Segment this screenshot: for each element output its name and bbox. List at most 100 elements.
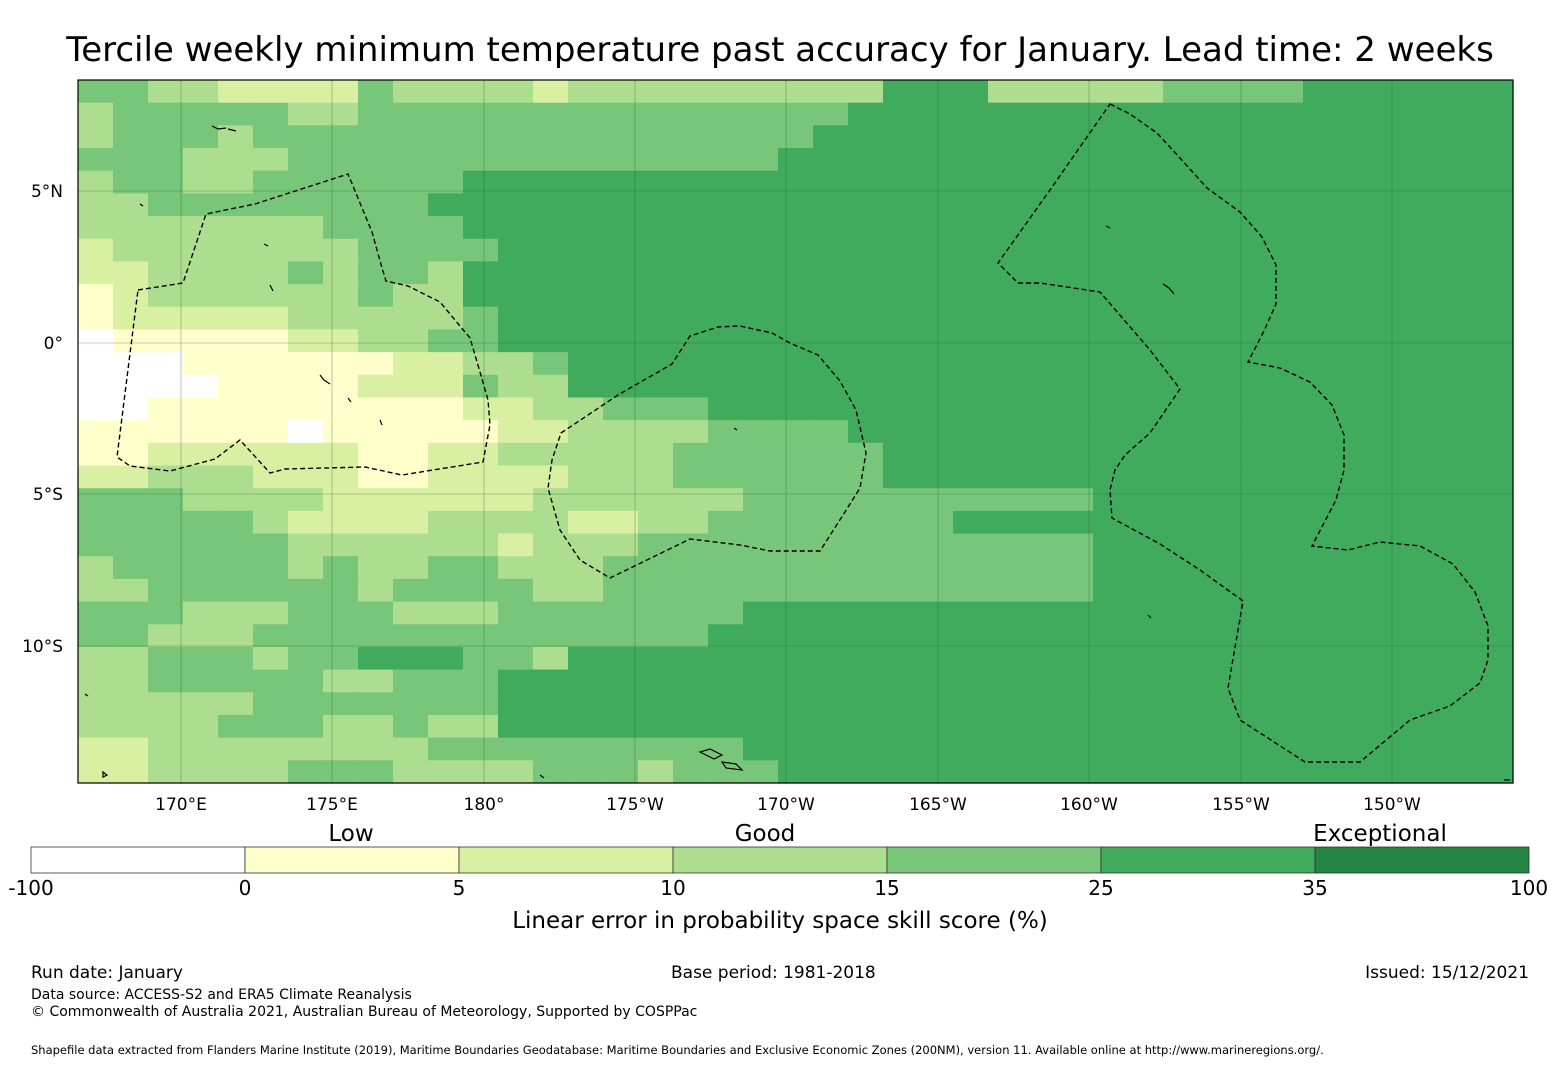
skill-cell (1198, 102, 1234, 126)
skill-cell (428, 170, 464, 194)
skill-cell (253, 170, 289, 194)
skill-cell (463, 170, 499, 194)
skill-cell (1023, 170, 1059, 194)
skill-cell (1128, 465, 1164, 489)
skill-cell (218, 601, 254, 625)
skill-cell (1163, 80, 1199, 104)
skill-cell (218, 442, 254, 467)
skill-cell (883, 329, 919, 353)
skill-cell (1198, 556, 1234, 580)
skill-cell (463, 533, 499, 557)
skill-cell (1443, 216, 1479, 240)
skill-cell (148, 556, 184, 580)
skill-cell (393, 306, 429, 331)
skill-cell (953, 692, 989, 716)
skill-cell (988, 284, 1024, 308)
skill-cell (498, 352, 534, 376)
skill-cell (568, 125, 604, 149)
skill-cell (568, 510, 604, 535)
skill-cell (148, 170, 184, 194)
skill-cell (603, 737, 639, 761)
skill-cell (1478, 601, 1514, 625)
skill-cell (1443, 692, 1479, 716)
skill-cell (1163, 102, 1199, 126)
skill-cell (1163, 193, 1199, 217)
skill-cell (1478, 737, 1514, 761)
skill-cell (253, 465, 289, 489)
skill-cell (1128, 306, 1164, 331)
skill-cell (1198, 714, 1234, 739)
skill-cell (1268, 216, 1304, 240)
skill-cell (743, 556, 779, 580)
skill-cell (533, 193, 569, 217)
skill-cell (1093, 442, 1129, 467)
skill-cell (1233, 624, 1269, 648)
skill-cell (148, 306, 184, 331)
skill-cell (813, 624, 849, 648)
skill-cell (498, 102, 534, 126)
skill-cell (1093, 646, 1129, 671)
skill-cell (78, 578, 114, 603)
skill-cell (78, 261, 114, 285)
skill-cell (673, 669, 709, 693)
skill-cell (1443, 284, 1479, 308)
skill-cell (1373, 397, 1409, 421)
skill-cell (78, 624, 114, 648)
skill-cell (1163, 465, 1199, 489)
skill-cell (1443, 737, 1479, 761)
skill-cell (533, 692, 569, 716)
skill-cell (393, 284, 429, 308)
skill-cell (918, 125, 954, 149)
skill-cell (1408, 510, 1444, 535)
skill-cell (1478, 578, 1514, 603)
skill-cell (603, 374, 639, 399)
eez-kiribati-gilbert (116, 173, 491, 476)
skill-cell (1373, 306, 1409, 331)
skill-cell (1023, 329, 1059, 353)
skill-cell (1023, 760, 1059, 784)
skill-cell (603, 488, 639, 512)
skill-cell (1338, 216, 1374, 240)
skill-cell (673, 352, 709, 376)
skill-cell (988, 601, 1024, 625)
skill-cell (533, 442, 569, 467)
skill-cell (1023, 261, 1059, 285)
skill-cell (113, 465, 149, 489)
skill-cell (1058, 646, 1094, 671)
skill-cell (1058, 578, 1094, 603)
skill-cell (813, 646, 849, 671)
skill-cell (78, 238, 114, 263)
skill-cell (568, 216, 604, 240)
skill-cell (918, 374, 954, 399)
skill-cell (813, 556, 849, 580)
skill-cell (218, 125, 254, 149)
skill-cell (393, 669, 429, 693)
skill-cell (463, 352, 499, 376)
skill-cell (148, 624, 184, 648)
skill-cell (393, 714, 429, 739)
skill-cell (1093, 374, 1129, 399)
skill-cell (1478, 374, 1514, 399)
skill-cell (638, 216, 674, 240)
skill-cell (1478, 624, 1514, 648)
skill-cell (428, 442, 464, 467)
skill-cell (1198, 533, 1234, 557)
skill-cell (218, 692, 254, 716)
skill-cell (918, 692, 954, 716)
skill-cell (1443, 556, 1479, 580)
skill-cell (1373, 193, 1409, 217)
skill-cell (288, 306, 324, 331)
skill-cell (1338, 510, 1374, 535)
colorbar-segment (886, 846, 1102, 874)
skill-cell (1163, 737, 1199, 761)
skill-cell (708, 624, 744, 648)
skill-cell (568, 238, 604, 263)
skill-cell (1163, 352, 1199, 376)
skill-cell (708, 216, 744, 240)
skill-cell (428, 760, 464, 784)
skill-cell (1373, 238, 1409, 263)
skill-cell (918, 714, 954, 739)
skill-cell (1443, 125, 1479, 149)
skill-cell (1338, 420, 1374, 444)
skill-cell (1093, 170, 1129, 194)
